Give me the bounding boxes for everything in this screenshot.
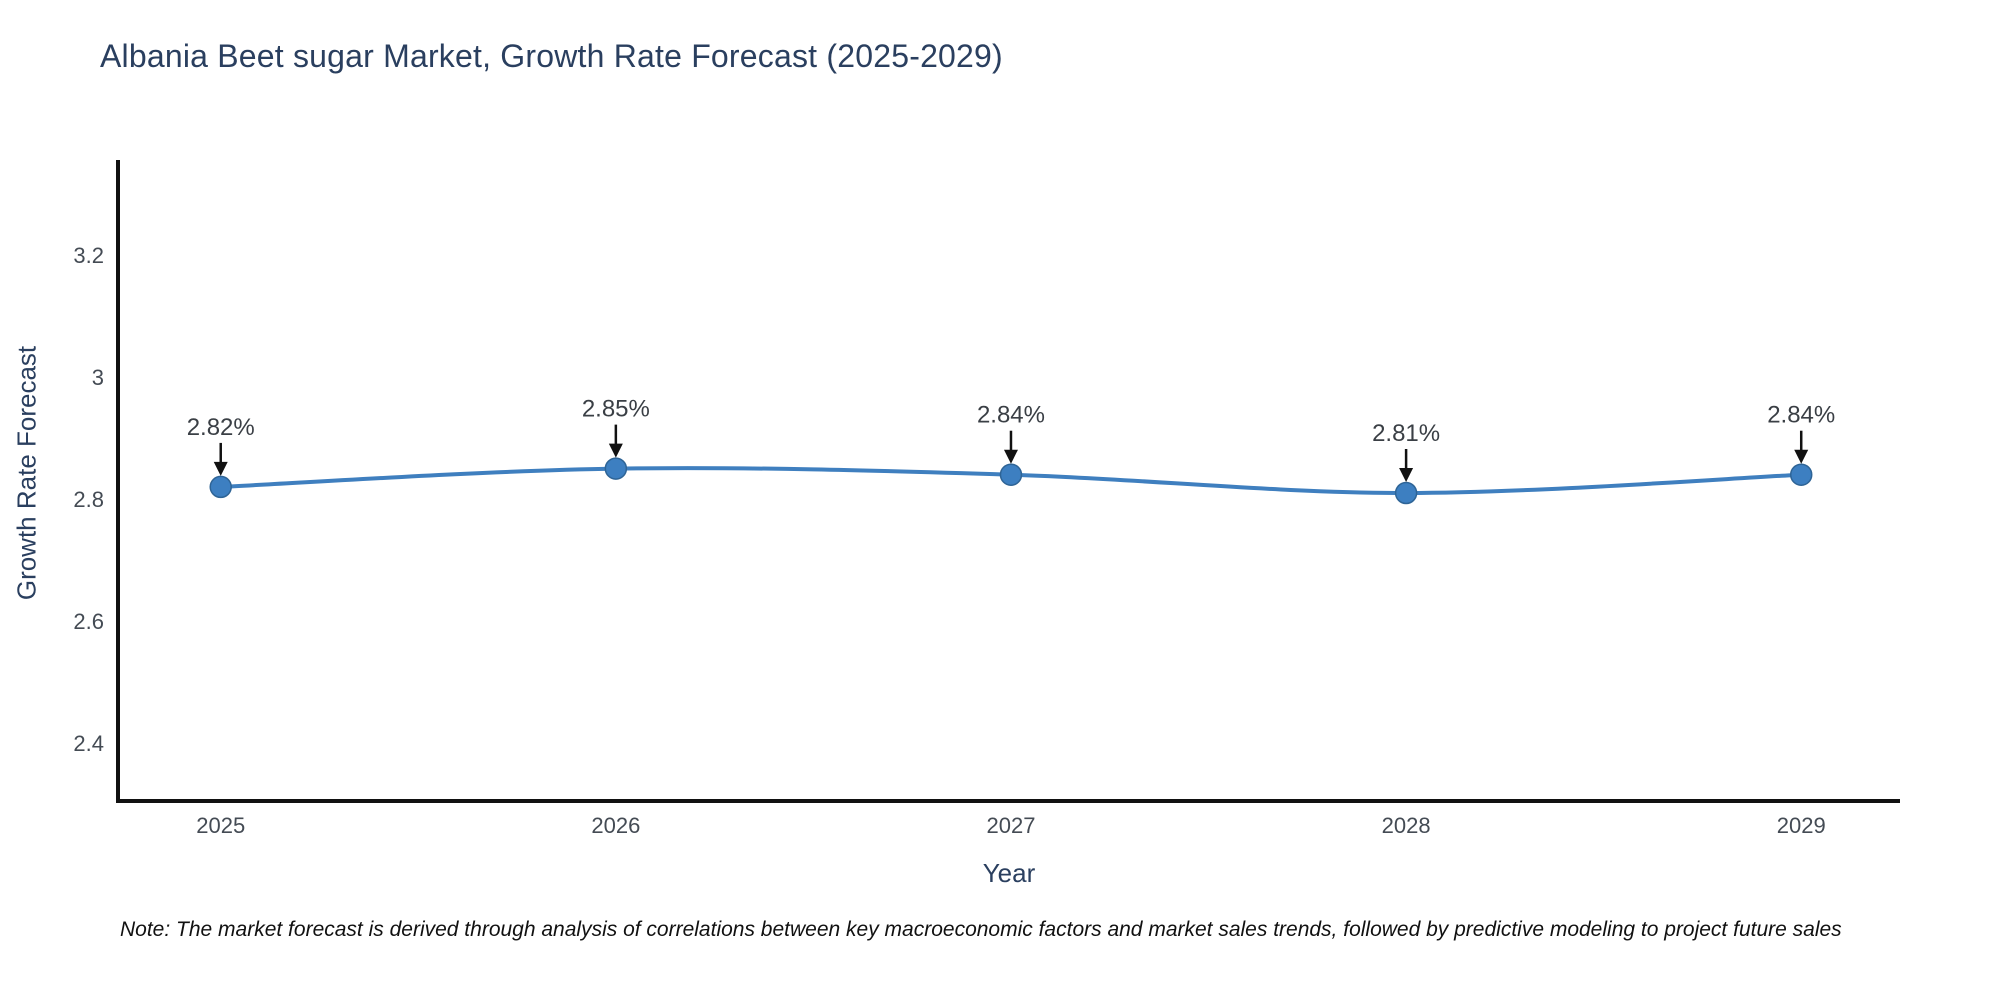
data-point-marker <box>604 457 628 480</box>
annotation-arrowhead <box>608 443 623 458</box>
footnote: Note: The market forecast is derived thr… <box>120 918 1842 941</box>
x-axis-title: Year <box>982 858 1036 888</box>
x-tick-label: 2025 <box>196 813 245 838</box>
chart-title: Albania Beet sugar Market, Growth Rate F… <box>100 38 1003 74</box>
y-tick-label: 3 <box>92 365 104 390</box>
data-point-label: 2.81% <box>1372 420 1440 447</box>
y-axis-title: Growth Rate Forecast <box>11 345 42 601</box>
annotation-arrowhead <box>213 461 228 476</box>
x-tick-label: 2027 <box>986 813 1035 838</box>
x-tick-label: 2029 <box>1777 813 1826 838</box>
y-tick-label: 2.8 <box>73 487 104 512</box>
data-point-marker <box>999 463 1023 486</box>
y-tick-label: 2.6 <box>73 609 104 634</box>
data-point-marker <box>1789 463 1813 486</box>
data-point-label: 2.84% <box>977 402 1045 429</box>
data-point-marker <box>209 475 232 499</box>
data-point-marker <box>1394 481 1418 505</box>
y-tick-label: 2.4 <box>73 731 104 756</box>
data-point-label: 2.85% <box>582 396 650 423</box>
annotation-arrowhead <box>1399 468 1414 483</box>
x-tick-label: 2028 <box>1382 813 1431 838</box>
annotation-arrowhead <box>1003 449 1018 464</box>
data-point-label: 2.82% <box>187 414 255 441</box>
data-point-label: 2.84% <box>1767 402 1835 429</box>
y-tick-label: 3.2 <box>73 243 104 268</box>
x-tick-label: 2026 <box>591 813 640 838</box>
annotation-arrowhead <box>1794 449 1809 464</box>
